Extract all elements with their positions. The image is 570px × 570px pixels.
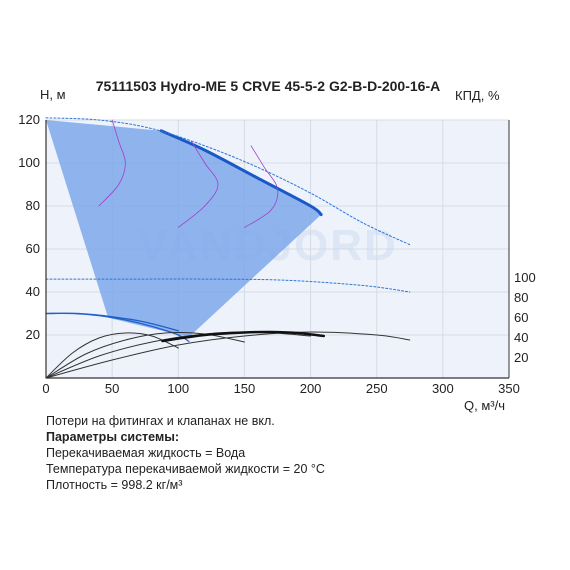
y-tick-label: 20 xyxy=(26,327,40,342)
chart-title: 75111503 Hydro-ME 5 CRVE 45-5-2 G2-B-D-2… xyxy=(96,78,440,94)
y2-tick-label: 100 xyxy=(514,270,536,285)
thin-curve-series xyxy=(45,278,411,293)
y-tick-label: 60 xyxy=(26,241,40,256)
tick-labels: 0 50 100 150 200 250 300 350 20 40 60 80 100 120 20 40 6… xyxy=(18,112,535,396)
y-tick-label: 40 xyxy=(26,284,40,299)
y-tick-label: 100 xyxy=(18,155,40,170)
power-curve-series xyxy=(98,119,126,207)
x-tick-label: 50 xyxy=(105,381,119,396)
x-tick-label: 0 xyxy=(42,381,49,396)
x-axis-label: Q, м³/ч xyxy=(464,398,505,413)
param-fluid: Перекачиваемая жидкость = Вода xyxy=(46,446,246,460)
efficiency-thin-series xyxy=(45,331,411,379)
x-tick-label: 300 xyxy=(432,381,454,396)
x-tick-label: 100 xyxy=(167,381,189,396)
efficiency-main-series xyxy=(161,330,326,343)
y-tick-label: 80 xyxy=(26,198,40,213)
power-curve-series xyxy=(177,141,219,228)
param-density: Плотность = 998.2 кг/м³ xyxy=(46,478,183,492)
x-tick-label: 350 xyxy=(498,381,520,396)
operating-area-fill xyxy=(46,120,322,338)
chart-axes xyxy=(45,120,510,379)
y2-axis-label: КПД, % xyxy=(455,88,500,103)
x-tick-label: 200 xyxy=(300,381,322,396)
y2-tick-label: 40 xyxy=(514,330,528,345)
operating-area xyxy=(46,120,322,338)
notes-panel: Потери на фитингах и клапанах не вкл. Па… xyxy=(46,413,325,493)
y-axis-label: H, м xyxy=(40,87,66,102)
params-title: Параметры системы: xyxy=(46,430,180,444)
max-speed-series xyxy=(159,129,323,217)
param-temperature: Температура перекачиваемой жидкости = 20… xyxy=(46,462,325,476)
y-tick-label: 120 xyxy=(18,112,40,127)
efficiency-thin-series xyxy=(45,332,179,379)
y2-tick-label: 80 xyxy=(514,290,528,305)
x-tick-label: 150 xyxy=(234,381,256,396)
thin-curve-series xyxy=(45,117,411,246)
y2-tick-label: 60 xyxy=(514,310,528,325)
power-curve-series xyxy=(244,145,279,228)
note-losses: Потери на фитингах и клапанах не вкл. xyxy=(46,414,275,428)
system-curve-series xyxy=(45,312,179,332)
curve-group xyxy=(45,117,411,379)
x-tick-label: 250 xyxy=(366,381,388,396)
y2-tick-label: 20 xyxy=(514,350,528,365)
